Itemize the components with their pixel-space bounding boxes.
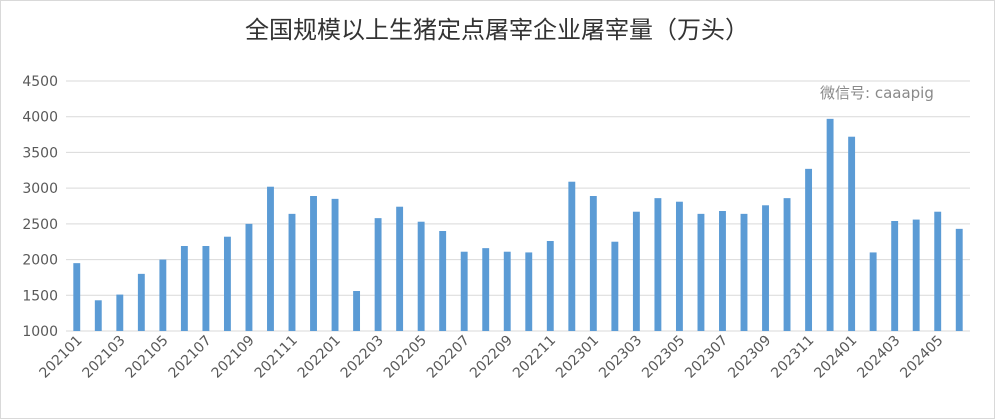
bar (353, 291, 361, 331)
y-tick-label: 2000 (22, 253, 58, 269)
bar (805, 168, 813, 331)
bar (869, 252, 877, 331)
bar (417, 221, 425, 331)
bar (589, 196, 597, 331)
bar (288, 213, 296, 331)
bar (137, 273, 145, 331)
y-tick-label: 3000 (22, 181, 58, 197)
bar (654, 198, 662, 331)
watermark: 微信号: caaapig (820, 84, 934, 102)
bar (267, 186, 274, 331)
bar (912, 219, 920, 331)
bar (546, 241, 554, 331)
bar (891, 221, 899, 331)
bar (159, 259, 167, 331)
bar (697, 213, 705, 331)
bar (848, 136, 856, 331)
bar (783, 198, 791, 331)
bar (740, 213, 748, 331)
bar (482, 248, 490, 331)
chart-title: 全国规模以上生猪定点屠宰企业屠宰量（万头） (245, 16, 749, 44)
bar (94, 300, 102, 331)
bar (223, 236, 231, 331)
y-tick-label: 1000 (22, 324, 58, 340)
bar (116, 294, 124, 331)
bar (503, 251, 511, 331)
bar (675, 201, 683, 331)
y-tick-label: 1500 (22, 288, 58, 304)
bar (331, 198, 339, 331)
bar (460, 251, 468, 331)
bar (719, 211, 726, 331)
y-tick-label: 4500 (22, 74, 58, 90)
y-tick-label: 2500 (22, 217, 58, 233)
bar (310, 196, 317, 331)
bar (568, 181, 576, 331)
bar (202, 246, 210, 331)
bar (632, 211, 640, 331)
bar (439, 231, 447, 331)
bar (762, 205, 769, 331)
bar (955, 228, 963, 331)
y-tick-label: 3500 (22, 145, 58, 161)
bar (245, 223, 253, 331)
bar (180, 246, 188, 331)
bar (374, 218, 382, 331)
bar (396, 206, 404, 331)
bar (73, 263, 81, 331)
bar (525, 252, 533, 331)
y-tick-label: 4000 (22, 110, 58, 126)
bar (611, 241, 619, 331)
bar (934, 211, 942, 331)
bar (826, 118, 834, 331)
